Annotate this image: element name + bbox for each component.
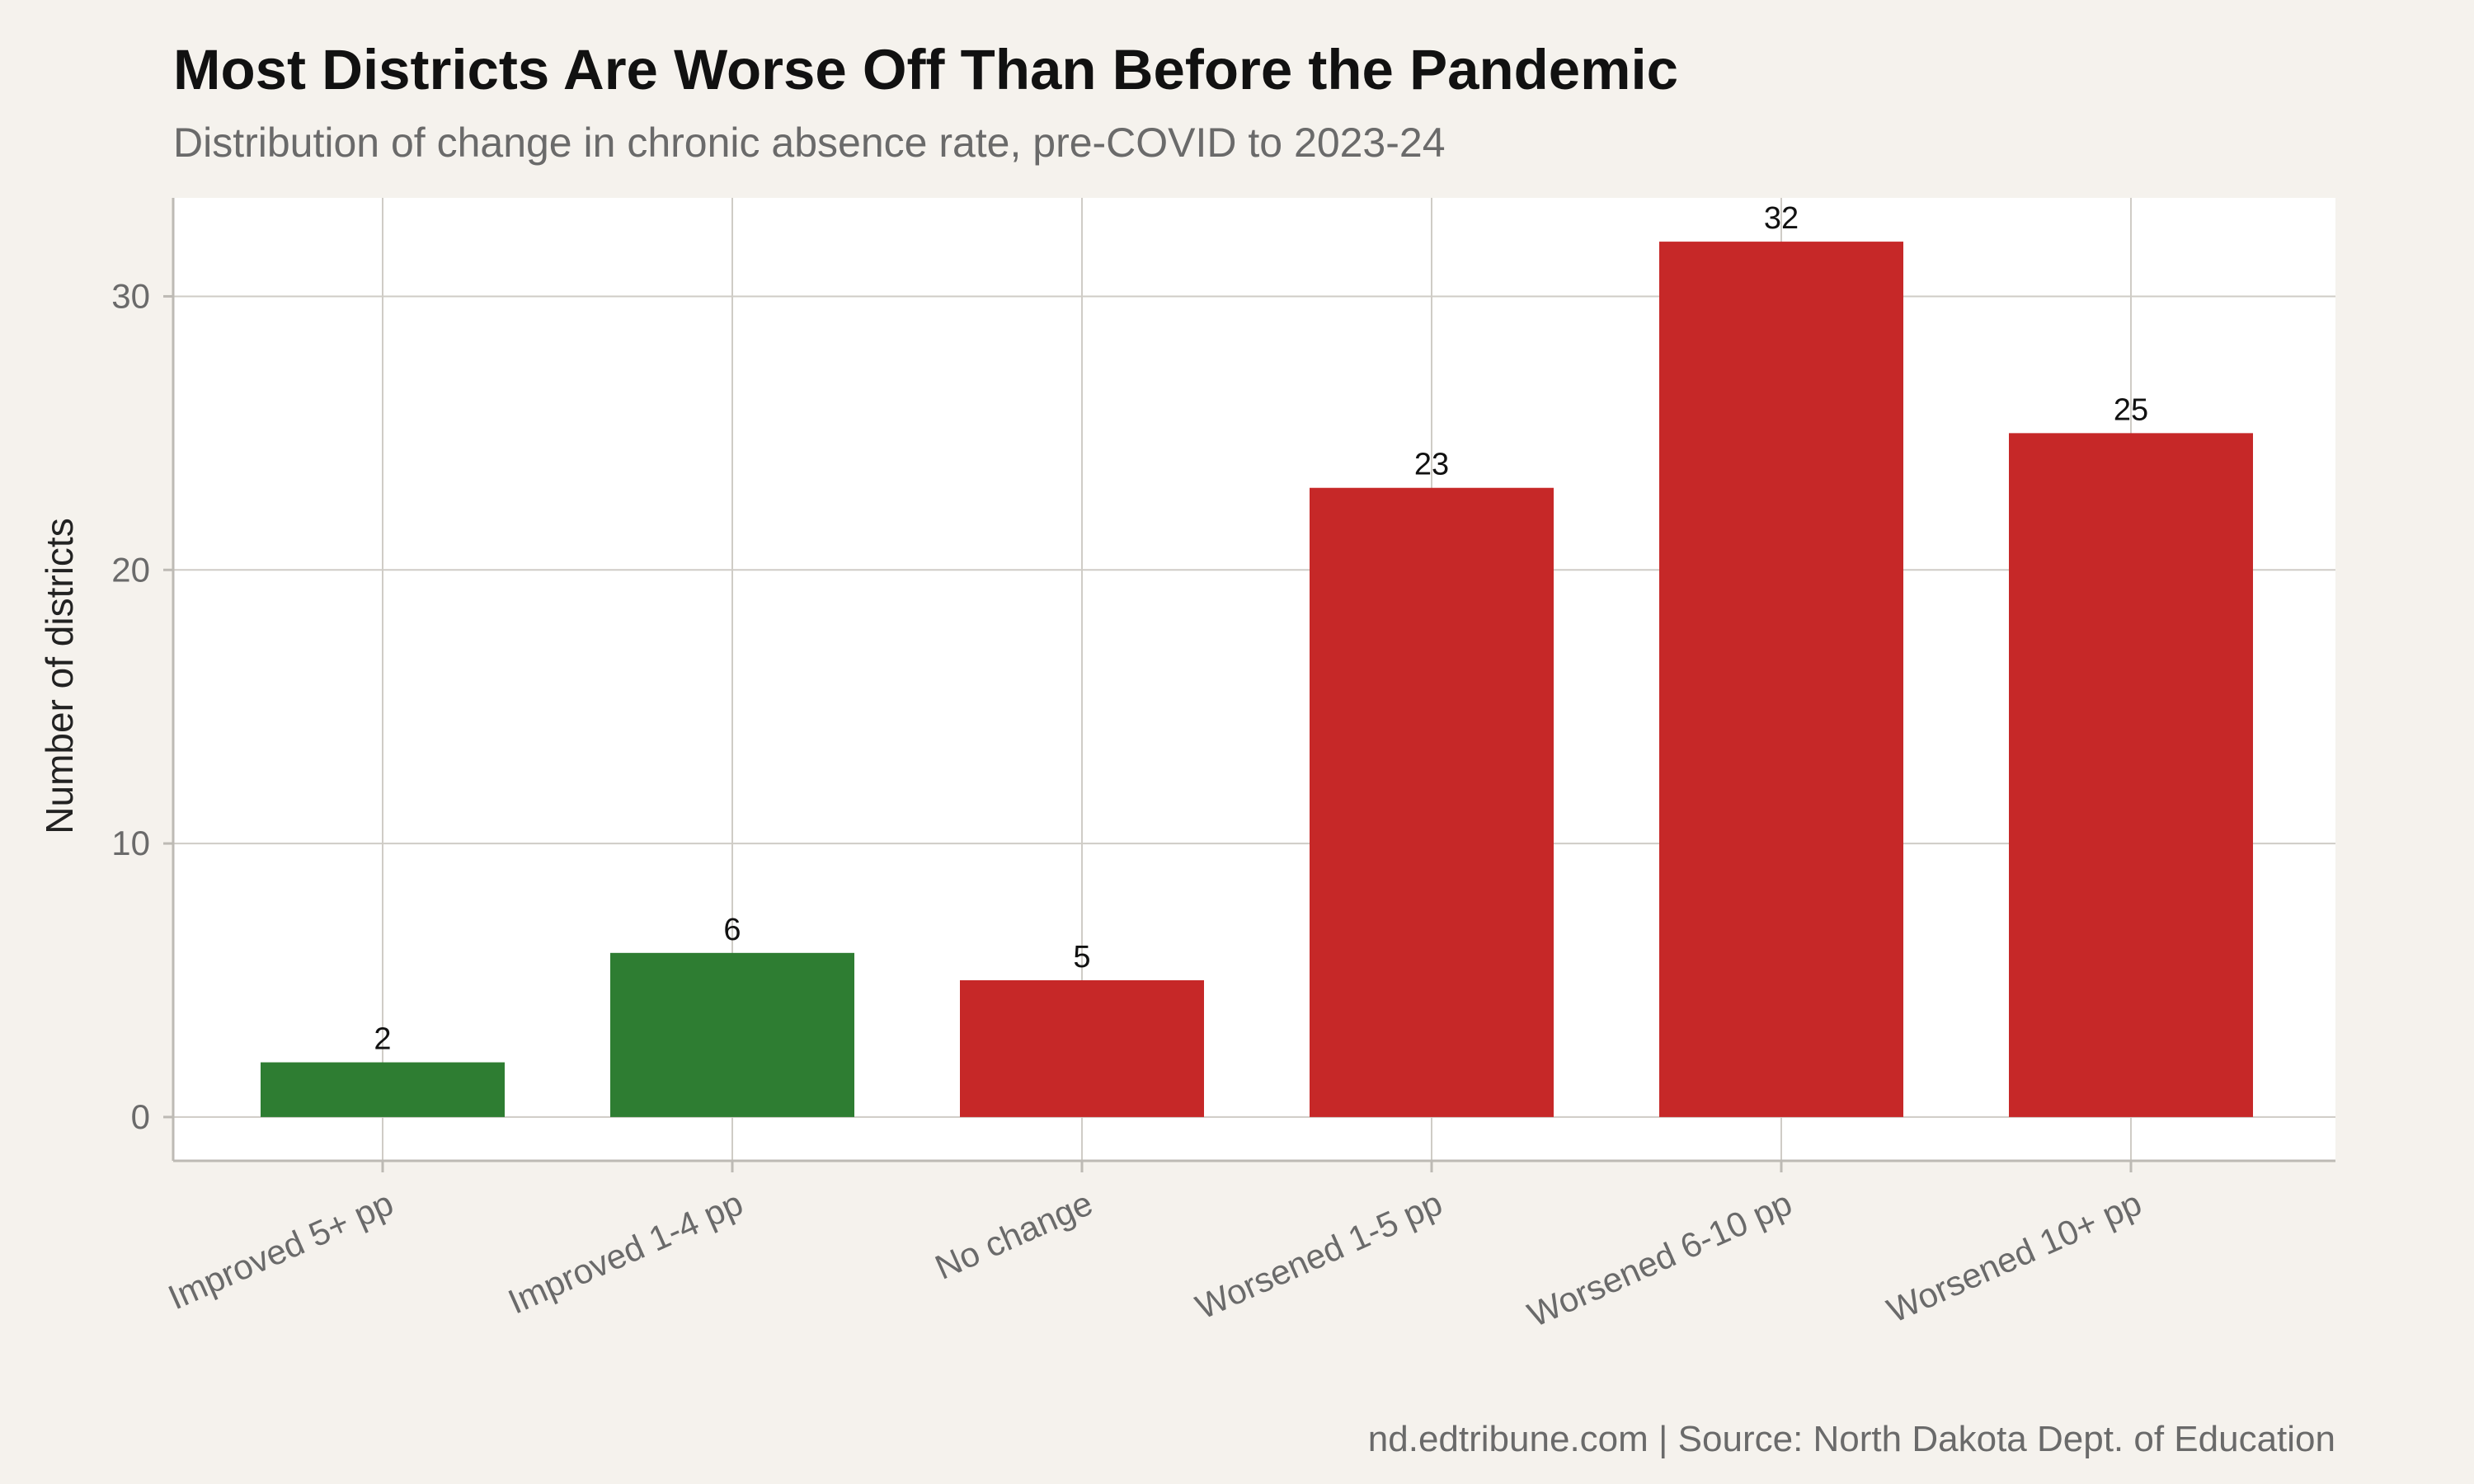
data-label: 2	[374, 1022, 391, 1057]
y-axis-label: Number of districts	[38, 518, 81, 834]
chart-caption: nd.edtribune.com | Source: North Dakota …	[1368, 1419, 2335, 1459]
y-tick-label: 10	[111, 824, 150, 862]
bar	[261, 1062, 505, 1117]
bar	[1659, 242, 1903, 1117]
y-tick-label: 20	[111, 550, 150, 589]
bar	[610, 952, 854, 1117]
chart-title: Most Districts Are Worse Off Than Before…	[173, 38, 1678, 101]
bar	[2009, 433, 2253, 1117]
data-label: 5	[1073, 940, 1090, 974]
data-label: 6	[723, 913, 741, 947]
chart-subtitle: Distribution of change in chronic absenc…	[173, 120, 1446, 166]
bars	[261, 242, 2253, 1117]
plot-panel	[173, 198, 2335, 1161]
data-labels: 2 6 5 23 32 25	[374, 201, 2148, 1056]
y-tick-label: 30	[111, 276, 150, 315]
data-label: 23	[1414, 448, 1449, 482]
data-label: 32	[1764, 201, 1799, 236]
y-tick-label: 0	[131, 1097, 150, 1136]
data-label: 25	[2114, 392, 2148, 427]
bar	[1310, 487, 1554, 1117]
bar	[960, 980, 1204, 1117]
